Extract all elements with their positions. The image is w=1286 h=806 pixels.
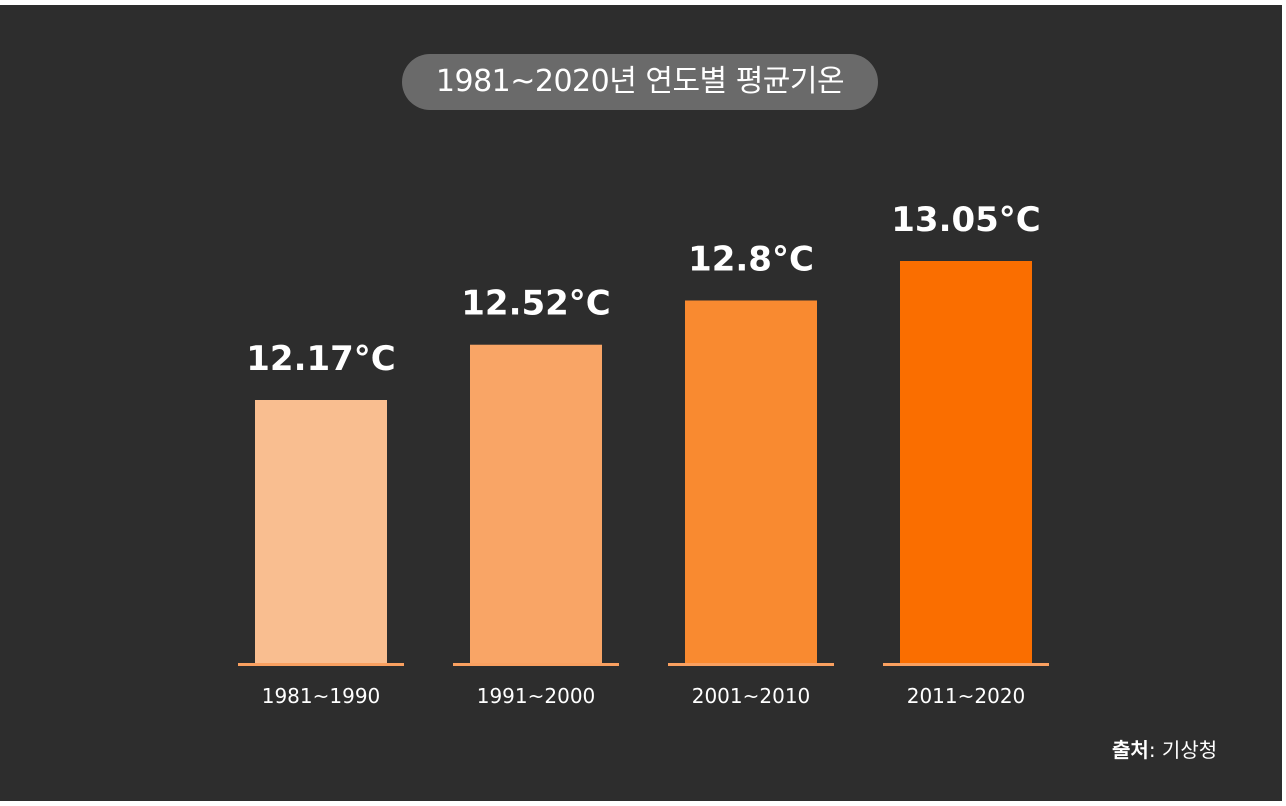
chart-background — [0, 5, 1282, 801]
source-separator: : — [1148, 738, 1156, 762]
value-label: 12.52°C — [461, 284, 611, 324]
bar-baseline — [238, 663, 404, 666]
x-tick-label: 1991~2000 — [477, 684, 596, 708]
bar-2011~2020 — [900, 261, 1032, 664]
bar-baseline — [453, 663, 619, 666]
source-note: 출처: 기상청 — [1112, 734, 1217, 763]
x-tick-label: 1981~1990 — [262, 684, 381, 708]
bar-1991~2000 — [470, 344, 602, 664]
bar-baseline — [668, 663, 834, 666]
x-tick-label: 2001~2010 — [692, 684, 811, 708]
bars-layer: 12.17°C 1981~1990 12.52°C 1991~2000 12.8°C 20… — [238, 200, 1049, 708]
bar-baseline — [883, 663, 1049, 666]
x-tick-label: 2011~2020 — [907, 684, 1026, 708]
chart-title: 1981~2020년 연도별 평균기온 — [402, 54, 878, 110]
value-label: 12.8°C — [688, 239, 814, 279]
source-label: 출처 — [1112, 738, 1149, 762]
bar-1981~1990 — [255, 400, 387, 664]
value-label: 13.05°C — [891, 200, 1041, 240]
value-label: 12.17°C — [246, 339, 396, 379]
source-value: 기상청 — [1161, 738, 1218, 762]
bar-2001~2010 — [685, 300, 817, 664]
